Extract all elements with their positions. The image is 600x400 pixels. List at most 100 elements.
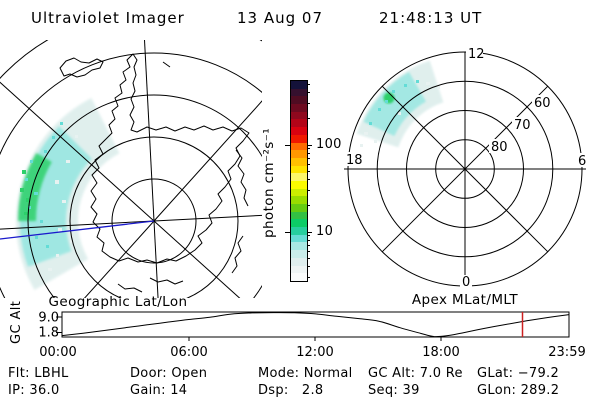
geographic-map-panel (0, 40, 262, 298)
colorbar-major-tick (285, 231, 290, 233)
colorbar-minor-tick (307, 102, 310, 104)
colorbar-band (291, 204, 307, 212)
status-dsp: Dsp: 2.8 (258, 383, 324, 398)
colorbar-band (291, 150, 307, 158)
colorbar-band (291, 104, 307, 112)
status-glat: GLat: −79.2 (477, 366, 560, 381)
colorbar-ticks: 100 10 (307, 80, 347, 282)
colorbar-band (291, 211, 307, 220)
xtick-0600: 06:00 (170, 345, 207, 360)
colorbar-minor-tick (307, 239, 310, 241)
strip-chart-frame (61, 311, 570, 338)
mlt-label-12: 12 (468, 47, 485, 62)
status-ip: IP: 36.0 (8, 383, 60, 398)
strip-ylabel: GC Alt (9, 300, 24, 344)
polar-axis-labels: 12 0 18 6 80 70 60 (345, 47, 587, 290)
colorbar-band (291, 88, 307, 97)
colorbar-band (291, 234, 307, 243)
latitude-circles (0, 40, 262, 298)
colorbar-minor-tick (307, 152, 310, 154)
colorbar-major-tick (307, 231, 312, 233)
orbit-track-line (0, 220, 155, 240)
aurora-speckles-pale (48, 135, 78, 271)
apex-polar-panel: 12 0 18 6 80 70 60 (344, 47, 587, 290)
meridian-lines (0, 40, 262, 298)
status-filter: Flt: LBHL (8, 366, 69, 381)
coastline (59, 53, 250, 293)
strip-axis-labels: 9.0 1.8 00:00 06:00 12:00 18:00 23:59 (38, 311, 585, 361)
colorbar-band (291, 119, 307, 128)
colorbar-ticks-left (285, 80, 290, 282)
mlat-label-80: 80 (491, 140, 508, 155)
status-glon: GLon: 289.2 (477, 383, 560, 398)
colorbar-band (291, 257, 307, 266)
right-panel-caption: Apex MLat/MLT (411, 292, 519, 308)
colorbar-band (291, 196, 307, 204)
gc-alt-curve (61, 312, 570, 338)
mlat-label-70: 70 (514, 118, 531, 133)
colorbar-minor-tick (307, 205, 310, 207)
colorbar-minor-tick (307, 157, 310, 159)
colorbar-minor-tick (307, 179, 310, 181)
colorbar-band (291, 219, 307, 228)
date-label: 13 Aug 07 (237, 9, 323, 27)
colorbar-major-tick (307, 144, 312, 146)
colorbar-minor-tick (307, 257, 310, 259)
colorbar-band (291, 227, 307, 235)
app-title: Ultraviolet Imager (31, 9, 185, 27)
status-mode: Mode: Normal (258, 366, 353, 381)
mlt-label-0: 0 (462, 275, 470, 290)
colorbar-band (291, 134, 307, 143)
colorbar-major-tick (285, 144, 290, 146)
colorbar-axis-label: photon cm⁻²s⁻¹ (261, 127, 277, 238)
colorbar-minor-tick (307, 189, 310, 191)
colorbar-band (291, 111, 307, 120)
island-landmass (59, 57, 104, 78)
mlt-label-6: 6 (578, 154, 586, 169)
colorbar-band (291, 127, 307, 135)
colorbar-minor-tick (307, 244, 310, 246)
mlt-spokes (344, 52, 586, 286)
colorbar-tick-label: 10 (316, 223, 334, 239)
status-door: Door: Open (130, 366, 208, 381)
colorbar-band (291, 250, 307, 258)
colorbar-band (291, 157, 307, 166)
colorbar-band (291, 165, 307, 174)
aurora-emission-geo (16, 98, 120, 290)
colorbar-minor-tick (307, 266, 310, 268)
status-gc-alt: GC Alt: 7.0 Re (368, 366, 463, 381)
colorbar-minor-tick (307, 235, 310, 237)
xtick-1200: 12:00 (296, 345, 333, 360)
colorbar-minor-tick (307, 148, 310, 150)
colorbar-band (291, 96, 307, 105)
colorbar-tick-label: 100 (316, 136, 342, 152)
colorbar-band (291, 81, 307, 89)
colorbar-minor-tick (307, 276, 310, 278)
colorbar (290, 80, 308, 282)
aurora-speckles-green (20, 170, 29, 215)
ytick-1.8: 1.8 (38, 326, 59, 341)
mlt-label-18: 18 (346, 153, 363, 168)
colorbar-band (291, 242, 307, 251)
colorbar-band (291, 180, 307, 189)
xtick-1800: 18:00 (422, 345, 459, 360)
colorbar-band (291, 265, 307, 274)
colorbar-band (291, 273, 307, 281)
colorbar-minor-tick (307, 118, 310, 120)
xtick-0000: 00:00 (39, 345, 76, 360)
time-ut-label: 21:48:13 UT (379, 9, 483, 27)
aurora-speckles-cyan (25, 122, 63, 248)
colorbar-band (291, 188, 307, 197)
mlat-label-60: 60 (534, 96, 551, 111)
status-gain: Gain: 14 (130, 383, 188, 398)
colorbar-gradient (291, 81, 307, 281)
colorbar-minor-tick (307, 83, 310, 85)
colorbar-minor-tick (307, 163, 310, 165)
xtick-2359: 23:59 (548, 345, 585, 360)
colorbar-minor-tick (307, 170, 310, 172)
left-panel-caption: Geographic Lat/Lon (48, 294, 188, 310)
colorbar-band (291, 142, 307, 151)
colorbar-minor-tick (307, 92, 310, 94)
status-seq: Seq: 39 (368, 383, 420, 398)
